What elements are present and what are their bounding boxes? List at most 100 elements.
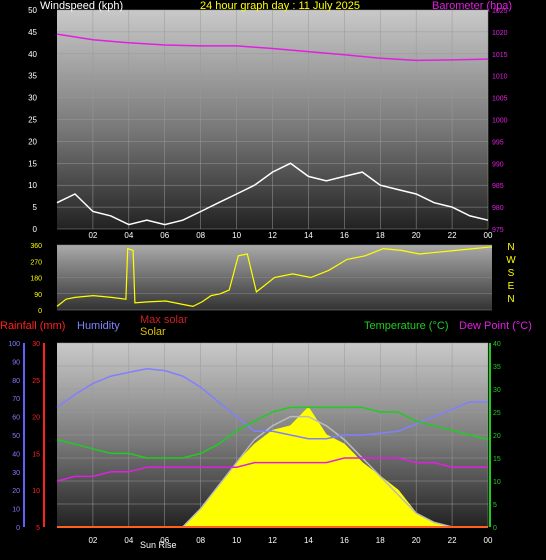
time-tick-label: 00 [484, 536, 493, 545]
barometer-tick-label: 980 [492, 205, 504, 212]
time-tick-label: 16 [340, 536, 349, 545]
windspeed-tick-label: 40 [28, 50, 37, 59]
direction-tick-label: 270 [30, 259, 42, 266]
humidity-tick-label: 30 [12, 470, 20, 477]
time-tick-label: 12 [268, 231, 277, 240]
barometer-axis-title: Barometer (hpa) [432, 0, 513, 12]
direction-tick-label: 90 [34, 292, 42, 299]
time-tick-label: 10 [232, 231, 241, 240]
humidity-tick-label: 80 [12, 378, 20, 385]
windspeed-tick-label: 25 [28, 116, 37, 125]
humidity-tick-label: 20 [12, 488, 20, 495]
barometer-tick-label: 985 [492, 183, 504, 190]
windspeed-tick-label: 5 [33, 203, 38, 212]
time-tick-label: 10 [232, 536, 241, 545]
humidity-tick-label: 60 [12, 415, 20, 422]
temperature-tick-label: 10 [493, 479, 501, 486]
barometer-tick-label: 1015 [492, 52, 508, 59]
rainfall-tick-label: 30 [32, 341, 40, 348]
time-tick-label: 12 [268, 536, 277, 545]
time-tick-label: 06 [160, 536, 169, 545]
time-tick-label: 02 [88, 231, 97, 240]
barometer-tick-label: 1025 [492, 8, 508, 15]
compass-label: N [507, 294, 514, 305]
time-tick-label: 22 [448, 231, 457, 240]
windspeed-tick-label: 15 [28, 159, 37, 168]
humidity-tick-label: 50 [12, 433, 20, 440]
chart-title: 24 hour graph day : 11 July 2025 [200, 0, 361, 12]
windspeed-tick-label: 10 [28, 181, 37, 190]
compass-label: S [508, 268, 515, 279]
temperature-tick-label: 0 [493, 525, 497, 532]
time-tick-label: 22 [448, 536, 457, 545]
max-solar-legend: Max solar [140, 314, 188, 326]
windspeed-axis-title: Windspeed (kph) [40, 0, 124, 12]
rainfall-tick-label: 15 [32, 451, 40, 458]
temperature-tick-label: 40 [493, 341, 501, 348]
windspeed-tick-label: 45 [28, 28, 37, 37]
time-tick-label: 06 [160, 231, 169, 240]
sun-rise-label: Sun Rise [140, 540, 177, 550]
humidity-tick-label: 40 [12, 451, 20, 458]
temperature-tick-label: 35 [493, 364, 501, 371]
time-tick-label: 14 [304, 536, 313, 545]
time-tick-label: 18 [376, 231, 385, 240]
humidity-tick-label: 100 [8, 341, 20, 348]
time-tick-label: 20 [412, 231, 421, 240]
windspeed-tick-label: 20 [28, 137, 37, 146]
rainfall-tick-label: 10 [32, 488, 40, 495]
dewpoint-series [56, 457, 488, 482]
rainfall-axis-title: Rainfall (mm) [0, 320, 66, 332]
time-tick-label: 04 [124, 536, 133, 545]
time-tick-label: 14 [304, 231, 313, 240]
windspeed-tick-label: 50 [28, 6, 37, 15]
temperature-humidity-solar-panel: 0 5 10 15 20 25 30 35 40 0 10 20 30 40 50 60 70 80 90 100 5 1… [8, 341, 501, 545]
rainfall-tick-label: 5 [36, 525, 40, 532]
barometer-tick-label: 990 [492, 161, 504, 168]
compass-label: N [507, 242, 514, 253]
compass-label: E [508, 281, 515, 292]
dewpoint-axis-title: Dew Point (°C) [459, 320, 532, 332]
humidity-series [56, 368, 488, 440]
humidity-tick-label: 0 [16, 525, 20, 532]
humidity-tick-label: 10 [12, 507, 20, 514]
temperature-series [56, 406, 489, 459]
temperature-axis-title: Temperature (°C) [364, 320, 449, 332]
time-tick-label: 20 [412, 536, 421, 545]
windspeed-tick-label: 35 [28, 72, 37, 81]
barometer-tick-label: 1005 [492, 96, 508, 103]
barometer-tick-label: 1010 [492, 74, 508, 81]
barometer-tick-label: 995 [492, 139, 504, 146]
time-tick-label: 16 [340, 231, 349, 240]
solar-legend: Solar [140, 326, 166, 338]
temperature-tick-label: 5 [493, 502, 497, 509]
time-tick-label: 04 [124, 231, 133, 240]
barometer-series [56, 33, 489, 62]
barometer-tick-label: 1020 [492, 30, 508, 37]
humidity-axis-title: Humidity [77, 320, 120, 332]
windspeed-tick-label: 30 [28, 94, 37, 103]
compass-label: W [506, 255, 516, 266]
barometer-tick-label: 975 [492, 227, 504, 234]
time-tick-label: 02 [88, 536, 97, 545]
direction-tick-label: 0 [38, 308, 42, 315]
temperature-tick-label: 15 [493, 456, 501, 463]
direction-tick-label: 180 [30, 276, 42, 283]
time-tick-label: 18 [376, 536, 385, 545]
temperature-tick-label: 25 [493, 410, 501, 417]
windspeed-barometer-panel: 0510152025303540455097598098599099510001… [28, 6, 508, 240]
humidity-tick-label: 70 [12, 396, 20, 403]
time-tick-label: 08 [196, 536, 205, 545]
windspeed-series [56, 162, 489, 226]
humidity-tick-label: 90 [12, 359, 20, 366]
barometer-tick-label: 1000 [492, 118, 508, 125]
time-tick-label: 08 [196, 231, 205, 240]
time-tick-label: 00 [484, 231, 493, 240]
wind-direction-series [56, 246, 493, 308]
max-solar-series [182, 415, 453, 528]
temperature-tick-label: 20 [493, 433, 501, 440]
temperature-tick-label: 30 [493, 387, 501, 394]
